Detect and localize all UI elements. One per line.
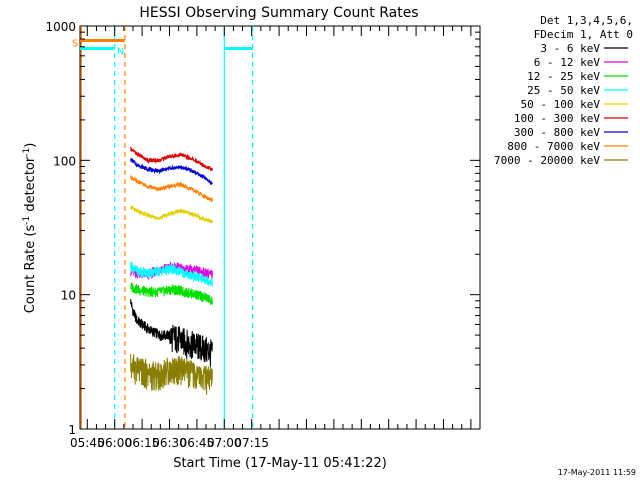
flag-label: S xyxy=(72,38,78,49)
series-line xyxy=(130,282,213,306)
x-tick-label: 06:30 xyxy=(152,436,187,450)
legend-entry-label: 50 - 100 keV xyxy=(521,98,601,111)
y-axis-label: Count Rate (s-1 detector-1) xyxy=(22,143,38,314)
legend-entry-label: 6 - 12 keV xyxy=(534,56,601,69)
legend-entry-label: 300 - 800 keV xyxy=(514,126,600,139)
time-markers xyxy=(80,26,254,429)
y-tick-label: 100 xyxy=(53,154,76,168)
legend-entry-label: 12 - 25 keV xyxy=(527,70,600,83)
y-axis-label-part2: detector xyxy=(23,156,38,216)
chart-title: HESSI Observing Summary Count Rates xyxy=(139,5,418,21)
y-axis: 1 10 100 1000 xyxy=(45,20,480,437)
legend-entry-label: 25 - 50 keV xyxy=(527,84,600,97)
y-tick-label: 10 xyxy=(61,289,76,303)
legend-entry-label: 100 - 300 keV xyxy=(514,112,600,125)
legend-entry-label: 800 - 7000 keV xyxy=(507,140,600,153)
series-line xyxy=(130,299,213,367)
series-line xyxy=(130,146,213,172)
plot-border xyxy=(79,25,481,430)
legend-entry-label: 3 - 6 keV xyxy=(540,42,600,55)
y-axis-label-sup2: -1 xyxy=(22,148,32,157)
x-tick-label: 07:15 xyxy=(234,436,269,450)
legend: Det 1,3,4,5,6, FDecim 1, Att 0 3 - 6 keV… xyxy=(494,14,633,167)
y-tick-label: 1 xyxy=(68,423,76,437)
series-lines xyxy=(130,146,213,395)
x-tick-label: 06:00 xyxy=(97,436,132,450)
x-tick-label: 06:45 xyxy=(180,436,215,450)
y-axis-label-sup1: -1 xyxy=(22,216,32,225)
series-line xyxy=(130,157,213,185)
x-tick-label: 06:15 xyxy=(125,436,160,450)
series-line xyxy=(130,353,213,395)
y-axis-label-part1: Count Rate (s xyxy=(23,225,38,314)
flag-label: N xyxy=(117,46,124,57)
observing-flags: SN xyxy=(72,38,253,57)
plot-area xyxy=(79,25,481,430)
series-line xyxy=(130,175,213,203)
footer-timestamp: 17-May-2011 11:59 xyxy=(558,468,636,477)
series-line xyxy=(130,261,213,287)
legend-header-line2: FDecim 1, Att 0 xyxy=(534,28,633,41)
y-tick-label: 1000 xyxy=(45,20,76,34)
legend-header-line1: Det 1,3,4,5,6, xyxy=(540,14,633,27)
legend-entry-label: 7000 - 20000 keV xyxy=(494,154,600,167)
x-tick-label: 07:00 xyxy=(207,436,242,450)
y-axis-label-part3: ) xyxy=(23,143,38,148)
x-axis-label: Start Time (17-May-11 05:41:22) xyxy=(173,456,387,471)
x-tick-label: 05:45 xyxy=(70,436,105,450)
series-line xyxy=(130,204,213,224)
